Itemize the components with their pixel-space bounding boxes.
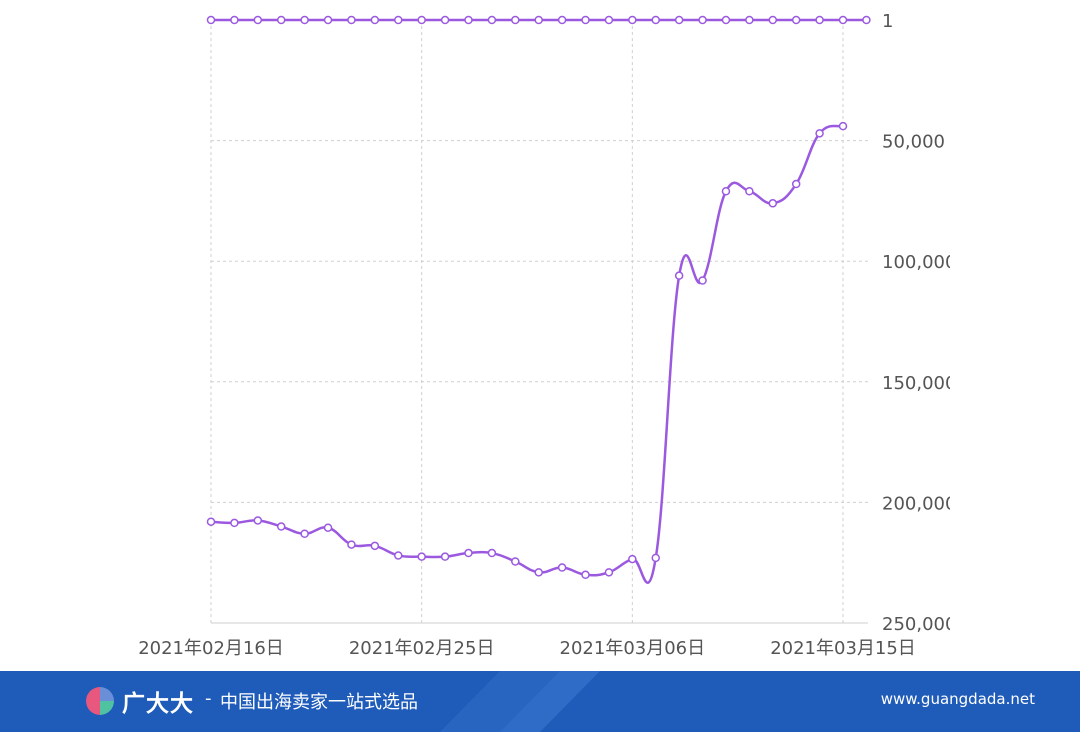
y-tick-label: 100,000 — [882, 252, 956, 273]
data-point — [768, 15, 778, 25]
data-point — [253, 516, 263, 525]
data-point — [651, 15, 660, 25]
data-point — [440, 552, 450, 561]
data-point — [511, 557, 520, 566]
data-point — [674, 15, 684, 25]
data-point — [698, 15, 707, 25]
data-point — [323, 523, 333, 532]
rank-line-chart: 150,000100,000150,000200,000250,0002021年… — [138, 11, 956, 659]
data-point — [628, 15, 637, 25]
data-point — [581, 570, 590, 580]
x-tick-label: 2021年03月15日 — [770, 638, 916, 659]
data-point — [674, 271, 684, 280]
y-tick-label: 200,000 — [882, 493, 956, 514]
data-point — [417, 15, 426, 25]
y-tick-label: 250,000 — [882, 614, 956, 635]
data-point — [721, 187, 731, 196]
data-point — [511, 15, 520, 25]
data-point — [230, 15, 239, 25]
data-point — [253, 15, 263, 25]
data-point — [276, 522, 286, 531]
x-tick-label: 2021年03月06日 — [560, 638, 706, 659]
data-point — [745, 15, 754, 25]
data-point — [347, 15, 356, 25]
data-point — [464, 15, 473, 25]
data-point — [206, 517, 216, 526]
data-point — [370, 541, 380, 551]
data-point — [394, 551, 403, 560]
data-point — [698, 276, 707, 285]
data-point — [394, 15, 403, 25]
data-point — [651, 553, 660, 563]
data-point — [323, 15, 333, 25]
data-point — [464, 548, 473, 558]
data-point — [347, 540, 356, 549]
data-point — [487, 548, 497, 558]
data-point — [628, 554, 637, 564]
data-point — [534, 15, 543, 25]
data-point — [557, 563, 567, 572]
data-point — [815, 15, 824, 25]
data-point — [557, 15, 567, 25]
footer-background — [440, 671, 600, 732]
brand-logo-icon — [86, 687, 114, 715]
footer-banner: 广大大 - 中国出海卖家一站式选品 www.guangdada.net — [0, 671, 1080, 732]
data-point — [604, 568, 614, 577]
x-tick-label: 2021年02月16日 — [138, 638, 284, 659]
data-point — [721, 15, 731, 25]
data-point — [417, 552, 426, 561]
data-point — [440, 15, 450, 25]
data-point — [581, 15, 590, 25]
data-point — [791, 15, 801, 25]
x-tick-label: 2021年02月25日 — [349, 638, 495, 659]
chart-area: 1 50,000 100,000 150,000 200,000 250,000 2021年… — [138, 11, 956, 659]
data-point — [534, 568, 543, 577]
site-url[interactable]: www.guangdada.net — [880, 690, 1035, 708]
data-point — [862, 15, 871, 25]
data-point — [768, 199, 778, 208]
data-point — [300, 529, 309, 539]
data-point — [745, 187, 754, 196]
y-tick-label: 50,000 — [882, 132, 945, 153]
data-point — [604, 15, 614, 25]
brand-separator: - — [205, 688, 212, 709]
data-point — [838, 121, 848, 131]
y-tick-label: 150,000 — [882, 373, 956, 394]
data-point — [230, 518, 239, 528]
brand-name: 广大大 — [122, 691, 194, 717]
data-point — [206, 15, 216, 25]
data-point — [791, 179, 801, 189]
data-point — [487, 15, 497, 25]
data-point — [815, 129, 824, 138]
data-point — [276, 15, 286, 25]
y-tick-label: 1 — [882, 11, 893, 32]
data-point — [300, 15, 309, 25]
data-point — [838, 15, 848, 25]
data-point — [370, 15, 380, 25]
brand-tagline: 中国出海卖家一站式选品 — [220, 692, 418, 713]
